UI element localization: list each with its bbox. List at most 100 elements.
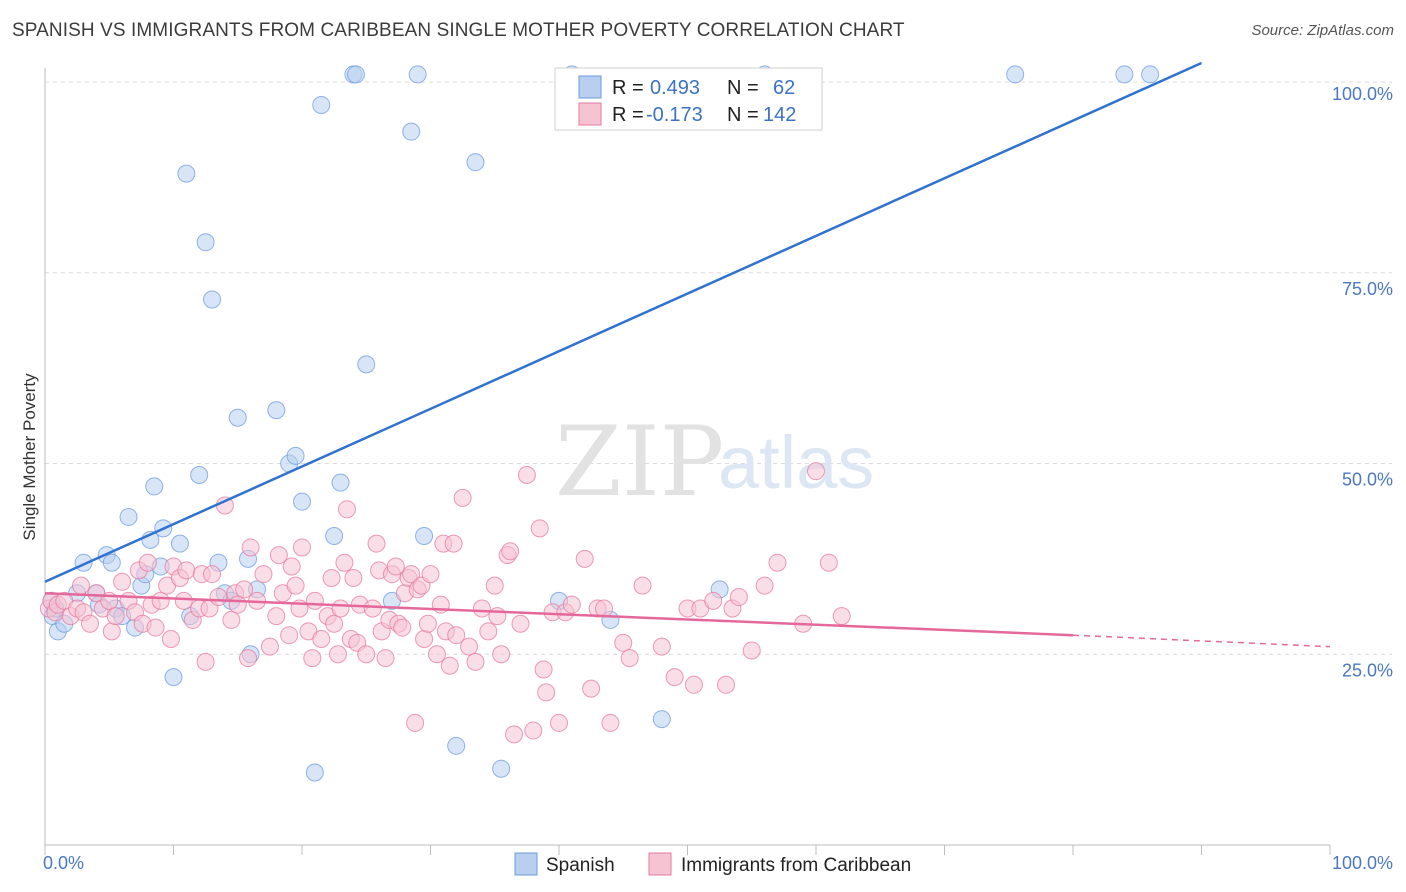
watermark: ZIP atlas: [555, 406, 874, 518]
caribbean-point: [729, 588, 748, 607]
caribbean-trend-extension: [1072, 634, 1331, 648]
caribbean-point: [325, 614, 344, 633]
caribbean-point: [282, 557, 301, 576]
spanish-point: [196, 233, 215, 252]
caribbean-point: [684, 675, 703, 694]
caribbean-point: [517, 465, 536, 484]
caribbean-point: [492, 645, 511, 664]
caribbean-point: [402, 565, 421, 584]
spanish-point: [228, 408, 247, 427]
caribbean-point: [393, 618, 412, 637]
spanish-point: [286, 446, 305, 465]
y-tick-label: 75.0%: [1342, 279, 1393, 299]
spanish-point: [293, 492, 311, 511]
caribbean-point: [534, 660, 553, 679]
caribbean-point: [530, 519, 549, 538]
caribbean-point: [337, 500, 356, 519]
series-legend: Spanish Immigrants from Caribbean: [514, 852, 911, 876]
spanish-point: [415, 527, 434, 546]
spanish-point: [177, 164, 196, 183]
caribbean-point: [305, 591, 324, 610]
caribbean-point: [620, 649, 639, 668]
watermark-zip: ZIP: [555, 406, 724, 518]
caribbean-point: [386, 557, 405, 576]
spanish-point: [402, 122, 421, 141]
caribbean-point: [239, 649, 258, 668]
chart-title: SPANISH VS IMMIGRANTS FROM CARIBBEAN SIN…: [12, 20, 905, 41]
caribbean-point: [331, 599, 350, 618]
legend-r-label-1: R =: [612, 77, 644, 99]
caribbean-point: [447, 626, 466, 645]
caribbean-point: [768, 553, 787, 572]
caribbean-point: [511, 614, 530, 633]
caribbean-points: [39, 462, 851, 744]
caribbean-point: [357, 645, 376, 664]
caribbean-point: [151, 591, 170, 610]
caribbean-point: [466, 652, 485, 671]
caribbean-point: [717, 675, 736, 694]
spanish-point: [331, 473, 350, 492]
axes: [44, 68, 1331, 855]
caribbean-point: [322, 568, 341, 587]
caribbean-point: [106, 607, 125, 626]
caribbean-point: [633, 576, 652, 595]
caribbean-point: [460, 637, 479, 656]
spanish-point: [1141, 65, 1160, 84]
caribbean-point: [335, 553, 354, 572]
caribbean-point: [453, 488, 472, 507]
caribbean-point: [280, 626, 299, 645]
spanish-point: [145, 477, 164, 496]
caribbean-point: [209, 588, 228, 607]
caribbean-point: [260, 637, 279, 656]
spanish-point: [267, 401, 286, 420]
spanish-point: [312, 95, 331, 114]
caribbean-point: [501, 542, 520, 561]
spanish-point: [1006, 65, 1025, 84]
source-label: Source: ZipAtlas.com: [1251, 22, 1394, 39]
spanish-point: [203, 290, 222, 309]
caribbean-point: [479, 622, 498, 641]
caribbean-point: [704, 591, 723, 610]
caribbean-point: [102, 622, 121, 641]
legend-swatch-caribbean: [578, 102, 602, 126]
spanish-point: [357, 355, 376, 374]
caribbean-point: [241, 538, 260, 557]
legend-r-label-2: R =: [612, 104, 644, 126]
bottom-legend-spanish: Spanish: [546, 855, 615, 876]
x-tick-labels: 0.0% 100.0%: [43, 853, 1393, 873]
caribbean-point: [575, 549, 594, 568]
caribbean-point: [267, 607, 286, 626]
spanish-point: [1115, 65, 1134, 84]
caribbean-point: [80, 614, 99, 633]
caribbean-point: [444, 534, 463, 553]
caribbean-point: [582, 679, 601, 698]
caribbean-point: [303, 649, 322, 668]
caribbean-point: [174, 591, 193, 610]
caribbean-point: [421, 565, 440, 584]
spanish-point: [408, 65, 427, 84]
caribbean-point: [505, 725, 524, 744]
caribbean-point: [415, 630, 434, 649]
caribbean-point: [269, 546, 288, 565]
legend-n-value-1: 62: [773, 77, 795, 99]
caribbean-point: [161, 630, 180, 649]
spanish-point: [466, 153, 485, 172]
caribbean-point: [755, 576, 774, 595]
caribbean-point: [524, 721, 543, 740]
spanish-point: [492, 759, 511, 778]
y-tick-label: 100.0%: [1332, 84, 1393, 104]
caribbean-point: [312, 630, 331, 649]
caribbean-point: [418, 614, 437, 633]
y-tick-labels: 25.0% 50.0% 75.0% 100.0%: [1332, 84, 1393, 680]
spanish-point: [305, 763, 324, 782]
spanish-point: [119, 507, 138, 526]
y-tick-label: 50.0%: [1342, 470, 1393, 490]
spanish-point: [346, 65, 365, 84]
caribbean-point: [819, 553, 838, 572]
caribbean-point: [601, 713, 620, 732]
caribbean-point: [138, 553, 157, 572]
caribbean-point: [562, 595, 581, 614]
caribbean-point: [485, 576, 504, 595]
x-tick-label: 0.0%: [43, 853, 84, 873]
x-tick-label: 100.0%: [1332, 853, 1393, 873]
